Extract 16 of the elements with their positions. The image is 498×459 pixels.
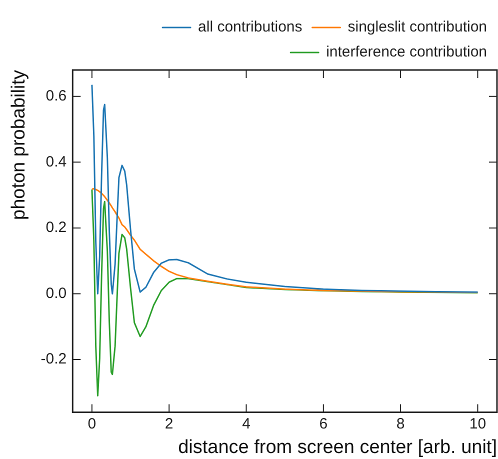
- y-tick-label: 0.2: [46, 219, 67, 236]
- y-tick-label: 0.6: [46, 87, 67, 104]
- y-tick-label: 0.0: [46, 284, 67, 302]
- y-tick-label: -0.2: [40, 350, 67, 368]
- y-axis-title: photon probability: [8, 70, 30, 220]
- x-axis-title: distance from screen center [arb. unit]: [178, 436, 497, 458]
- legend-label: interference contribution: [326, 44, 488, 61]
- x-tick-label: 6: [319, 415, 328, 432]
- y-tick-label: 0.4: [46, 153, 67, 170]
- x-tick-label: 10: [469, 415, 486, 432]
- legend-label: singleslit contribution: [348, 18, 488, 36]
- x-tick-label: 2: [164, 415, 174, 432]
- x-tick-label: 0: [88, 415, 96, 432]
- x-tick-label: 8: [396, 415, 405, 432]
- x-tick-label: 4: [242, 415, 250, 432]
- legend-label: all contributions: [198, 18, 302, 36]
